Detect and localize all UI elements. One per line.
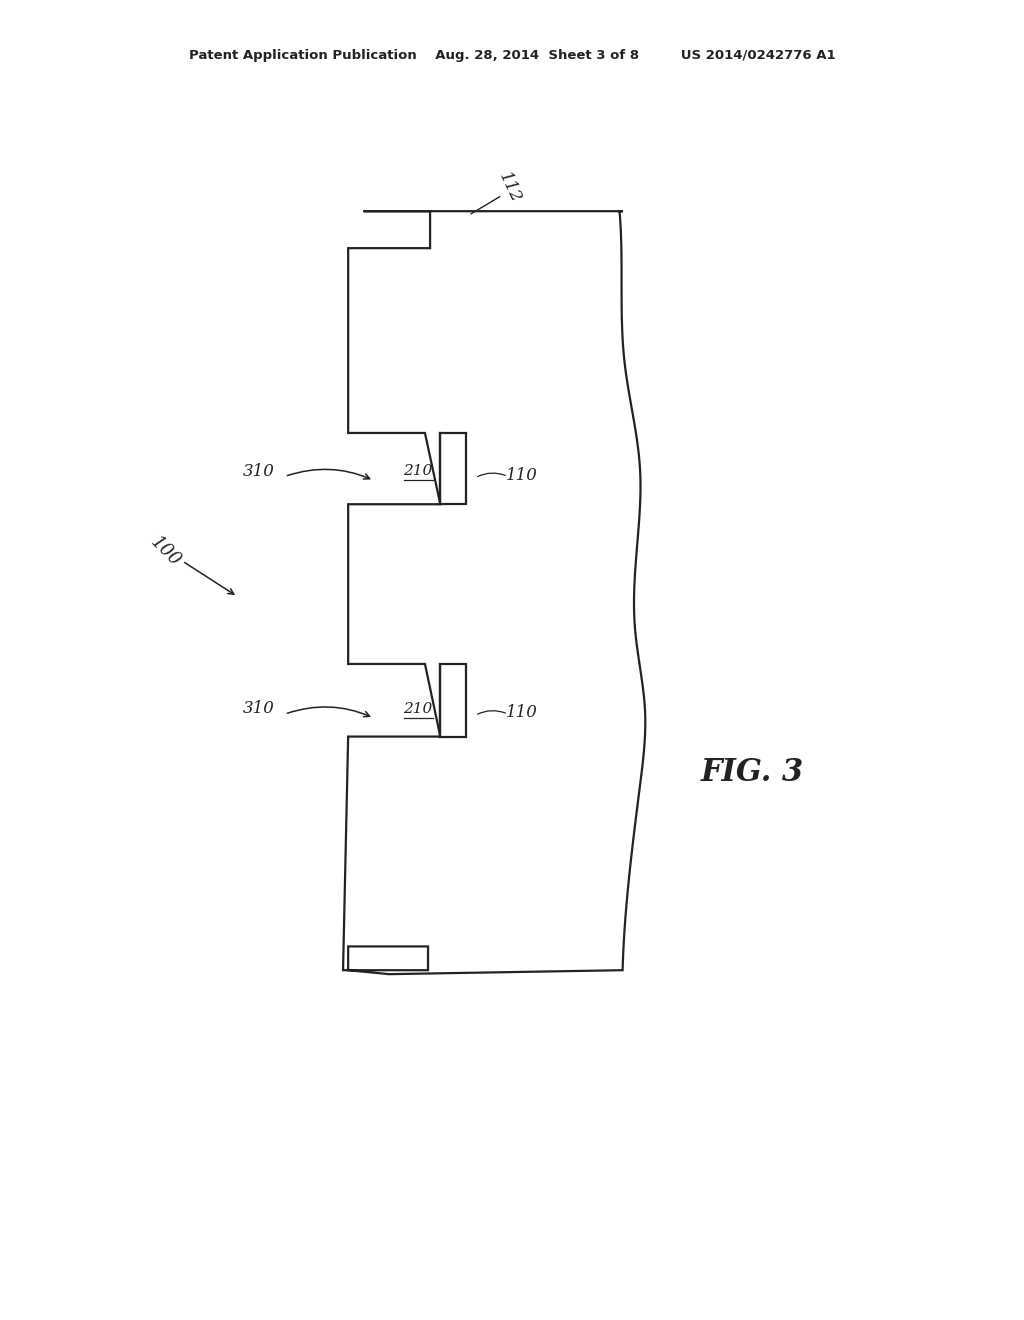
Text: 110: 110 [506, 467, 539, 483]
Polygon shape [343, 211, 645, 974]
Text: 210: 210 [403, 702, 432, 715]
Polygon shape [440, 433, 466, 504]
Text: 210: 210 [403, 465, 432, 478]
Text: 310: 310 [243, 463, 275, 479]
Text: 110: 110 [506, 705, 539, 721]
Polygon shape [440, 664, 466, 737]
Text: 112: 112 [496, 169, 524, 206]
Text: FIG. 3: FIG. 3 [701, 756, 804, 788]
Text: Patent Application Publication    Aug. 28, 2014  Sheet 3 of 8         US 2014/02: Patent Application Publication Aug. 28, … [188, 49, 836, 62]
Text: 310: 310 [243, 701, 275, 717]
Text: 100: 100 [147, 533, 184, 570]
